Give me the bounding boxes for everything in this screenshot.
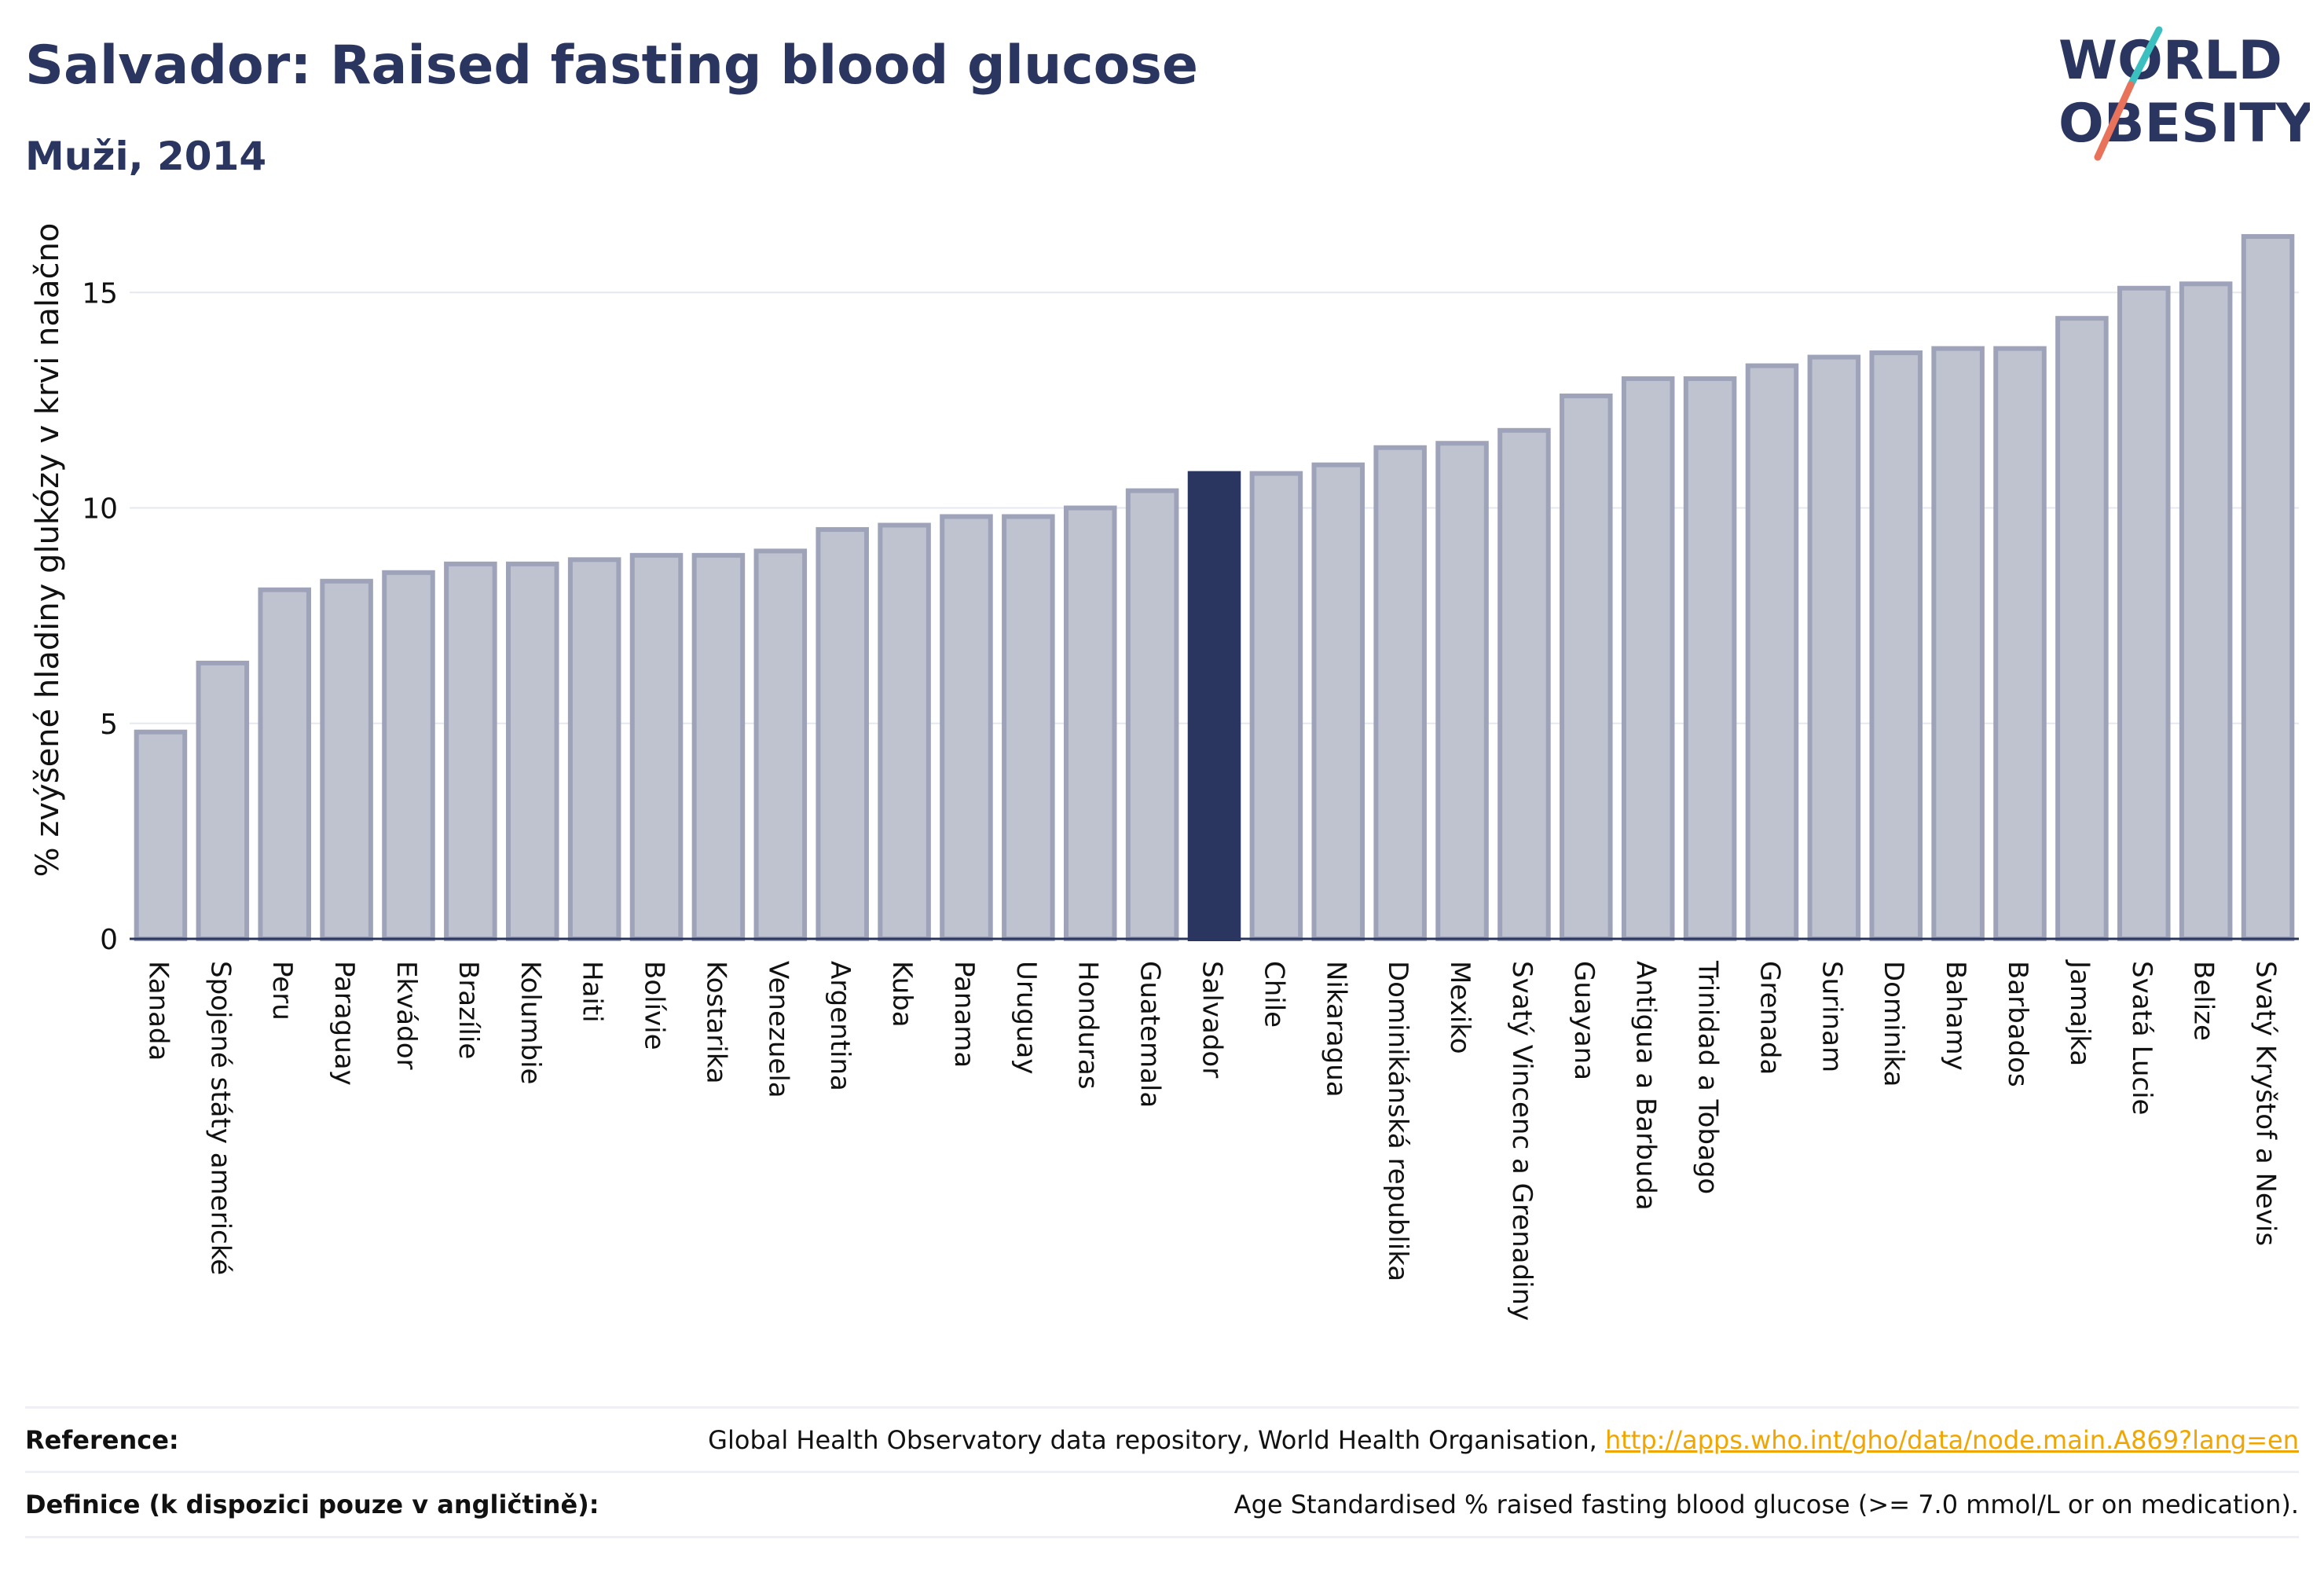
x-tick-label: Barbados <box>2002 961 2033 1087</box>
x-tick-label: Bahamy <box>1940 961 1971 1071</box>
x-tick-label: Svatá Lucie <box>2126 961 2157 1115</box>
bar-nikaragua[interactable] <box>1311 462 1365 941</box>
x-tick-label: Chile <box>1258 961 1289 1028</box>
bar-surinam[interactable] <box>1807 354 1861 941</box>
bar-kostarika[interactable] <box>691 552 746 942</box>
y-tick-label: 10 <box>82 493 118 526</box>
bar-barbados[interactable] <box>1993 346 2047 941</box>
reference-row: Reference: Global Health Observatory dat… <box>25 1406 2299 1472</box>
bar-haiti[interactable] <box>567 557 621 941</box>
x-tick-label: Uruguay <box>1010 961 1042 1075</box>
x-tick-label: Panama <box>948 961 980 1068</box>
x-tick-labels: Kanada Spojené státy americké Peru Paraguay… <box>142 959 2281 1321</box>
bar-antigua-a-barbuda[interactable] <box>1621 376 1675 941</box>
reference-text: Global Health Observatory data repositor… <box>708 1425 1605 1455</box>
logo-slash-teal <box>2127 26 2163 89</box>
definition-label: Definice (k dispozici pouze v angličtině… <box>25 1490 599 1519</box>
x-tick-label: Brazílie <box>453 961 484 1059</box>
definition-row: Definice (k dispozici pouze v angličtině… <box>25 1471 2299 1538</box>
x-tick-label: Guatemala <box>1135 961 1166 1108</box>
world-obesity-logo: WORLD OBESITY <box>2058 26 2310 161</box>
y-tick-labels: 0 5 10 15 <box>82 277 118 956</box>
x-tick-label: Dominikánská republika <box>1382 961 1413 1281</box>
bar-ekvádor[interactable] <box>382 570 435 942</box>
bar-honduras[interactable] <box>1063 505 1117 941</box>
x-tick-label: Kostarika <box>700 961 731 1084</box>
bar-svatý-vincenc-a-grenadiny[interactable] <box>1497 427 1551 941</box>
reference-link[interactable]: http://apps.who.int/gho/data/node.main.A… <box>1604 1425 2299 1455</box>
bar-dominika[interactable] <box>1869 350 1923 941</box>
y-tick-label: 15 <box>82 277 118 310</box>
x-tick-label: Trinidad a Tobago <box>1692 960 1724 1194</box>
x-tick-label: Bolívie <box>639 961 670 1050</box>
x-tick-label: Paraguay <box>328 961 360 1086</box>
x-tick-label: Spojené státy americké <box>204 961 236 1275</box>
x-tick-label: Kuba <box>886 961 918 1028</box>
chart-title: Salvador: Raised fasting blood glucose <box>25 35 1198 97</box>
x-tick-label: Kanada <box>142 961 174 1061</box>
x-tick-label: Peru <box>266 961 298 1021</box>
bar-bahamy[interactable] <box>1931 346 1985 941</box>
x-tick-label: Guayana <box>1568 961 1600 1080</box>
bar-panama[interactable] <box>940 514 993 941</box>
bar-venezuela[interactable] <box>753 548 808 941</box>
reference-label: Reference: <box>25 1425 179 1455</box>
reference-value: Global Health Observatory data repositor… <box>708 1425 2299 1455</box>
bar-jamajka[interactable] <box>2055 316 2109 941</box>
y-tick-label: 0 <box>100 924 118 956</box>
bar-mexiko[interactable] <box>1435 441 1489 941</box>
bar-chart: 0 5 10 15 Kanada Spojené státy americké Peru P… <box>30 223 2299 1321</box>
logo-text-line1: WORLD <box>2058 30 2282 92</box>
bar-argentina[interactable] <box>816 526 869 941</box>
definition-text: Age Standardised % raised fasting blood … <box>1233 1490 2299 1519</box>
bars <box>134 233 2295 942</box>
x-tick-label: Svatý Kryštof a Nevis <box>2250 961 2282 1246</box>
x-tick-label: Belize <box>2188 961 2220 1041</box>
bar-dominikánská-republika[interactable] <box>1373 445 1427 941</box>
y-axis-label: % zvýšené hladiny glukózy v krvi nalačno <box>30 223 66 878</box>
x-tick-label: Surinam <box>1816 961 1847 1072</box>
x-tick-label: Nikaragua <box>1320 961 1351 1098</box>
x-tick-label: Jamajka <box>2064 959 2095 1066</box>
bar-kanada[interactable] <box>134 729 188 942</box>
x-tick-label: Kolumbie <box>515 961 546 1084</box>
bar-guayana[interactable] <box>1560 393 1613 941</box>
x-tick-label: Haiti <box>577 961 608 1023</box>
bar-brazílie[interactable] <box>444 561 497 941</box>
bar-paraguay[interactable] <box>320 578 373 941</box>
bar-guatemala[interactable] <box>1125 488 1179 941</box>
x-tick-label: Honduras <box>1072 961 1104 1090</box>
x-tick-label: Ekvádor <box>390 961 422 1070</box>
x-tick-label: Dominika <box>1878 961 1909 1087</box>
bar-trinidad-a-tobago[interactable] <box>1683 376 1737 941</box>
x-tick-label: Salvador <box>1197 961 1228 1078</box>
bar-spojené-státy-americké[interactable] <box>196 660 250 942</box>
x-tick-label: Svatý Vincenc a Grenadiny <box>1506 961 1538 1321</box>
x-tick-label: Venezuela <box>762 961 794 1098</box>
x-tick-label: Antigua a Barbuda <box>1630 961 1662 1211</box>
bar-uruguay[interactable] <box>1002 514 1055 941</box>
bar-kuba[interactable] <box>878 522 931 941</box>
bar-belize[interactable] <box>2179 281 2233 941</box>
chart-subtitle: Muži, 2014 <box>25 134 267 179</box>
y-tick-label: 5 <box>100 709 118 741</box>
bar-peru[interactable] <box>258 587 311 942</box>
bar-grenada[interactable] <box>1745 363 1799 941</box>
bar-svatý-kryštof-a-nevis[interactable] <box>2241 233 2295 941</box>
bar-chile[interactable] <box>1249 471 1303 941</box>
bar-kolumbie[interactable] <box>505 561 559 941</box>
x-tick-label: Mexiko <box>1444 961 1475 1054</box>
bar-salvador[interactable] <box>1187 471 1241 941</box>
x-tick-label: Argentina <box>824 961 856 1091</box>
bar-bolívie[interactable] <box>629 552 684 942</box>
bar-svatá-lucie[interactable] <box>2117 285 2171 941</box>
logo-slash-coral <box>2094 81 2135 161</box>
x-tick-label: Grenada <box>1754 961 1785 1075</box>
